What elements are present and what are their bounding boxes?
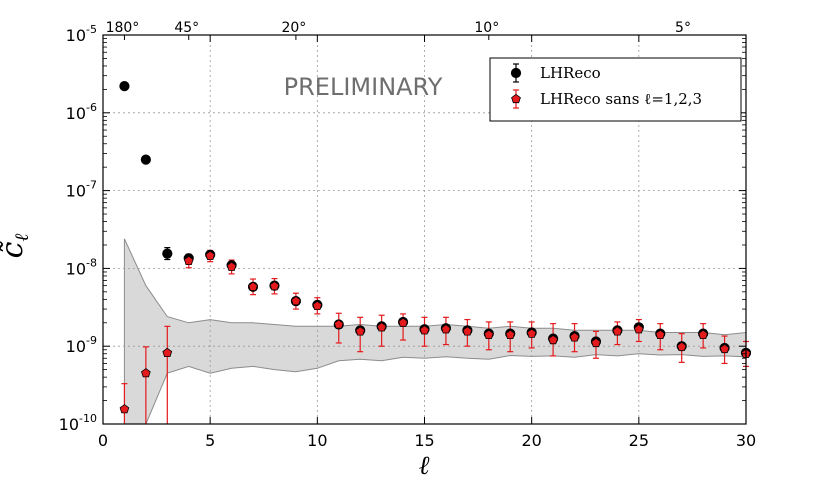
lhreco-sans-point [269, 281, 280, 291]
top-axis-label: 180° [106, 20, 140, 36]
lhreco-sans-point [655, 329, 666, 340]
lhreco-sans-point [183, 255, 194, 266]
lhreco-sans-point [612, 326, 623, 336]
noise-band [123, 238, 747, 425]
y-tick-label: 10-6 [66, 101, 97, 123]
lhreco-sans-point [569, 332, 580, 342]
lhreco-sans-point [676, 341, 687, 352]
y-tick-label: 10-9 [66, 334, 97, 356]
legend-label: LHReco sans ℓ=1,2,3 [540, 90, 702, 108]
x-axis-label: ℓ [419, 451, 430, 481]
lhreco-sans-point [355, 326, 366, 336]
legend-box [489, 57, 742, 122]
lhreco-sans-point [441, 324, 451, 334]
y-axis-label: c̃ℓ [0, 234, 33, 259]
x-tick-label: 5 [205, 431, 215, 450]
x-tick-label: 0 [98, 431, 108, 450]
lhreco-sans-point [419, 325, 430, 335]
lhreco-sans-point [226, 261, 237, 271]
data-point-layer [119, 81, 752, 414]
x-tick-label: 15 [414, 431, 434, 450]
top-axis-label: 20° [281, 20, 306, 36]
lhreco-sans-point [505, 329, 516, 340]
lhreco-sans-point [548, 334, 558, 345]
lhreco-sans-point [291, 296, 301, 306]
preliminary-watermark: PRELIMINARY [284, 73, 443, 101]
y-tick-label: 10-7 [66, 179, 97, 201]
lhreco-sans-point [376, 322, 387, 332]
x-tick-label: 10 [307, 431, 327, 450]
top-axis-label: 5° [675, 20, 691, 36]
lhreco-sans-point [698, 329, 708, 340]
x-tick-label: 30 [736, 431, 756, 450]
lhreco-sans-point [634, 324, 644, 334]
lhreco-point [140, 154, 151, 165]
lhreco-sans-point [205, 250, 215, 261]
lhreco-sans-point [719, 343, 730, 354]
lhreco-sans-point [119, 404, 130, 414]
lhreco-sans-point [248, 281, 258, 291]
legend-label: LHReco [540, 64, 601, 82]
lhreco-sans-point [162, 347, 173, 358]
top-axis-label: 45° [174, 20, 199, 36]
top-axis-label: 10° [474, 20, 499, 36]
lhreco-sans-point [591, 337, 601, 348]
legend: LHReco LHReco sans ℓ=1,2,3 [489, 57, 742, 122]
noise-band-layer [123, 238, 747, 425]
legend-marker [511, 93, 521, 104]
x-tick-label: 25 [629, 431, 649, 450]
lhreco-sans-point [526, 328, 537, 338]
y-tick-label: 10-10 [59, 412, 97, 434]
x-tick-label: 20 [521, 431, 541, 450]
y-tick-label: 10-5 [66, 23, 97, 45]
lhreco-point [162, 248, 173, 259]
y-tick-label: 10-8 [66, 256, 97, 278]
lhreco-sans-point [483, 329, 494, 340]
lhreco-sans-point [333, 319, 344, 329]
legend-marker [510, 67, 522, 79]
lhreco-sans-point [312, 300, 323, 311]
lhreco-point [119, 81, 130, 92]
lhreco-sans-point [398, 317, 408, 327]
lhreco-sans-point [141, 368, 151, 378]
lhreco-sans-point [462, 326, 473, 336]
